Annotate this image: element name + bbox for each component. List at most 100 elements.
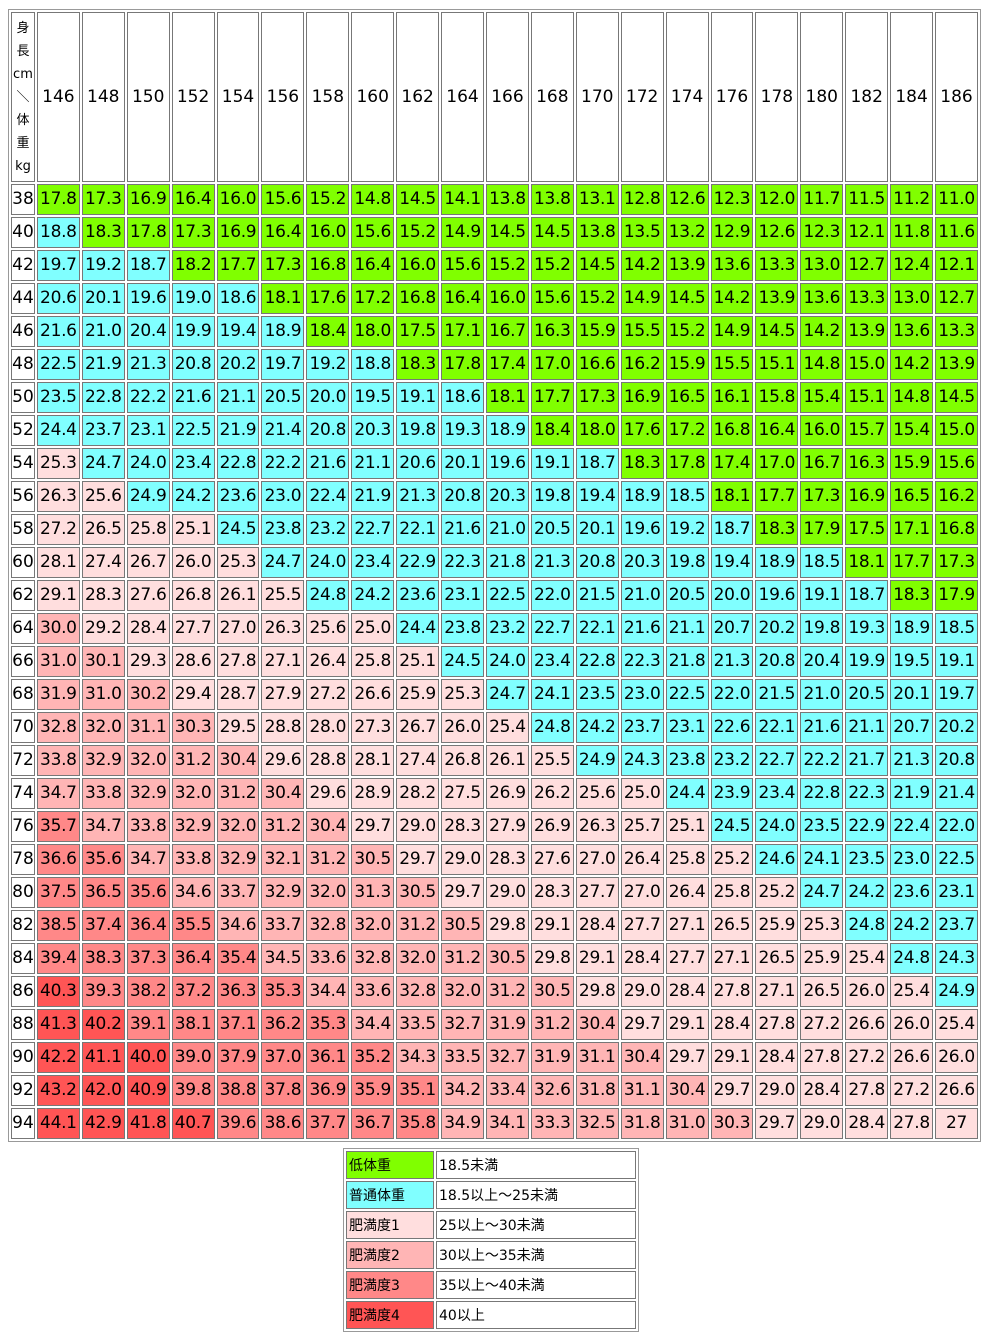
bmi-cell: 26.6 [890, 1042, 934, 1073]
bmi-cell: 25.8 [351, 646, 395, 677]
bmi-cell: 22.5 [665, 679, 709, 710]
bmi-cell: 25.3 [216, 547, 260, 578]
bmi-cell: 16.0 [485, 283, 529, 314]
bmi-cell: 22.6 [710, 712, 754, 743]
bmi-cell: 17.7 [890, 547, 934, 578]
bmi-cell: 20.8 [755, 646, 799, 677]
bmi-cell: 18.3 [890, 580, 934, 611]
bmi-cell: 30.4 [575, 1009, 619, 1040]
bmi-cell: 18.1 [845, 547, 889, 578]
bmi-cell: 25.8 [665, 844, 709, 875]
table-row: 72 33.8 32.9 32.0 31.2 30.4 29.6 28.8 28.1 27.4 26… [11, 745, 978, 776]
bmi-cell: 21.7 [845, 745, 889, 776]
legend-row: 肥満度3 35以上～40未満 [346, 1271, 636, 1299]
bmi-cell: 24.9 [575, 745, 619, 776]
bmi-cell: 21.1 [845, 712, 889, 743]
bmi-cell: 12.3 [800, 217, 844, 248]
bmi-cell: 13.5 [620, 217, 664, 248]
bmi-cell: 16.4 [755, 415, 799, 446]
bmi-cell: 20.1 [441, 448, 484, 479]
bmi-cell: 39.8 [171, 1075, 215, 1106]
bmi-cell: 30.4 [620, 1042, 664, 1073]
bmi-cell: 17.1 [441, 316, 484, 347]
bmi-cell: 32.0 [351, 910, 395, 941]
weight-header: 62 [11, 580, 35, 611]
bmi-cell: 17.3 [171, 217, 215, 248]
bmi-cell: 35.3 [261, 976, 305, 1007]
height-header: 152 [171, 12, 215, 182]
bmi-cell: 31.9 [36, 679, 80, 710]
bmi-cell: 24.1 [530, 679, 574, 710]
bmi-cell: 15.0 [935, 415, 978, 446]
bmi-cell: 21.3 [396, 481, 440, 512]
weight-header: 52 [11, 415, 35, 446]
bmi-cell: 25.9 [755, 910, 799, 941]
bmi-cell: 30.4 [216, 745, 260, 776]
bmi-cell: 26.1 [485, 745, 529, 776]
bmi-cell: 27.1 [755, 976, 799, 1007]
bmi-cell: 32.7 [485, 1042, 529, 1073]
bmi-cell: 17.6 [306, 283, 350, 314]
bmi-cell: 30.5 [530, 976, 574, 1007]
bmi-cell: 23.7 [620, 712, 664, 743]
height-header: 170 [575, 12, 619, 182]
corner-label-line: 身 [16, 20, 30, 36]
height-header: 156 [261, 12, 305, 182]
table-row: 70 32.8 32.0 31.1 30.3 29.5 28.8 28.0 27.3 26.7 26… [11, 712, 978, 743]
bmi-cell: 32.0 [171, 778, 215, 809]
bmi-cell: 26.8 [441, 745, 484, 776]
bmi-cell: 28.4 [575, 910, 619, 941]
bmi-cell: 32.9 [81, 745, 125, 776]
bmi-cell: 20.2 [216, 349, 260, 380]
bmi-cell: 22.0 [530, 580, 574, 611]
bmi-cell: 35.9 [351, 1075, 395, 1106]
table-row: 76 35.7 34.7 33.8 32.9 32.0 31.2 30.4 29.7 29.0 28… [11, 811, 978, 842]
bmi-cell: 18.8 [36, 217, 80, 248]
bmi-cell: 28.6 [171, 646, 215, 677]
bmi-cell: 21.4 [935, 778, 978, 809]
bmi-cell: 23.9 [710, 778, 754, 809]
bmi-cell: 24.0 [755, 811, 799, 842]
bmi-cell: 24.8 [845, 910, 889, 941]
bmi-cell: 18.9 [620, 481, 664, 512]
table-row: 66 31.0 30.1 29.3 28.6 27.8 27.1 26.4 25.8 25.1 24… [11, 646, 978, 677]
bmi-cell: 26.6 [935, 1075, 978, 1106]
bmi-cell: 25.0 [620, 778, 664, 809]
bmi-cell: 13.9 [665, 250, 709, 281]
weight-header: 72 [11, 745, 35, 776]
bmi-cell: 19.2 [665, 514, 709, 545]
bmi-cell: 29.6 [261, 745, 305, 776]
bmi-cell: 40.3 [36, 976, 80, 1007]
height-header: 184 [890, 12, 934, 182]
bmi-cell: 20.4 [126, 316, 170, 347]
bmi-cell: 28.0 [306, 712, 350, 743]
corner-label-line: 長 [16, 43, 30, 59]
bmi-cell: 25.5 [530, 745, 574, 776]
bmi-cell: 27.8 [755, 1009, 799, 1040]
bmi-cell: 12.6 [665, 184, 709, 215]
bmi-cell: 19.5 [351, 382, 395, 413]
table-row: 84 39.4 38.3 37.3 36.4 35.4 34.5 33.6 32.8 32.0 31… [11, 943, 978, 974]
bmi-cell: 31.0 [665, 1108, 709, 1139]
bmi-cell: 14.9 [620, 283, 664, 314]
height-header: 168 [530, 12, 574, 182]
bmi-cell: 21.0 [800, 679, 844, 710]
weight-header: 56 [11, 481, 35, 512]
bmi-cell: 36.4 [171, 943, 215, 974]
bmi-cell: 23.2 [306, 514, 350, 545]
table-row: 42 19.7 19.2 18.7 18.2 17.7 17.3 16.8 16.4 16.0 15… [11, 250, 978, 281]
bmi-cell: 16.7 [485, 316, 529, 347]
bmi-cell: 15.9 [890, 448, 934, 479]
bmi-cell: 19.7 [261, 349, 305, 380]
bmi-cell: 25.5 [261, 580, 305, 611]
bmi-cell: 37.8 [261, 1075, 305, 1106]
bmi-cell: 12.0 [755, 184, 799, 215]
bmi-cell: 26.5 [710, 910, 754, 941]
bmi-cell: 29.7 [620, 1009, 664, 1040]
bmi-cell: 19.2 [306, 349, 350, 380]
bmi-cell: 27.5 [441, 778, 484, 809]
bmi-cell: 42.9 [81, 1108, 125, 1139]
bmi-cell: 23.1 [665, 712, 709, 743]
bmi-cell: 24.9 [126, 481, 170, 512]
bmi-cell: 34.6 [216, 910, 260, 941]
